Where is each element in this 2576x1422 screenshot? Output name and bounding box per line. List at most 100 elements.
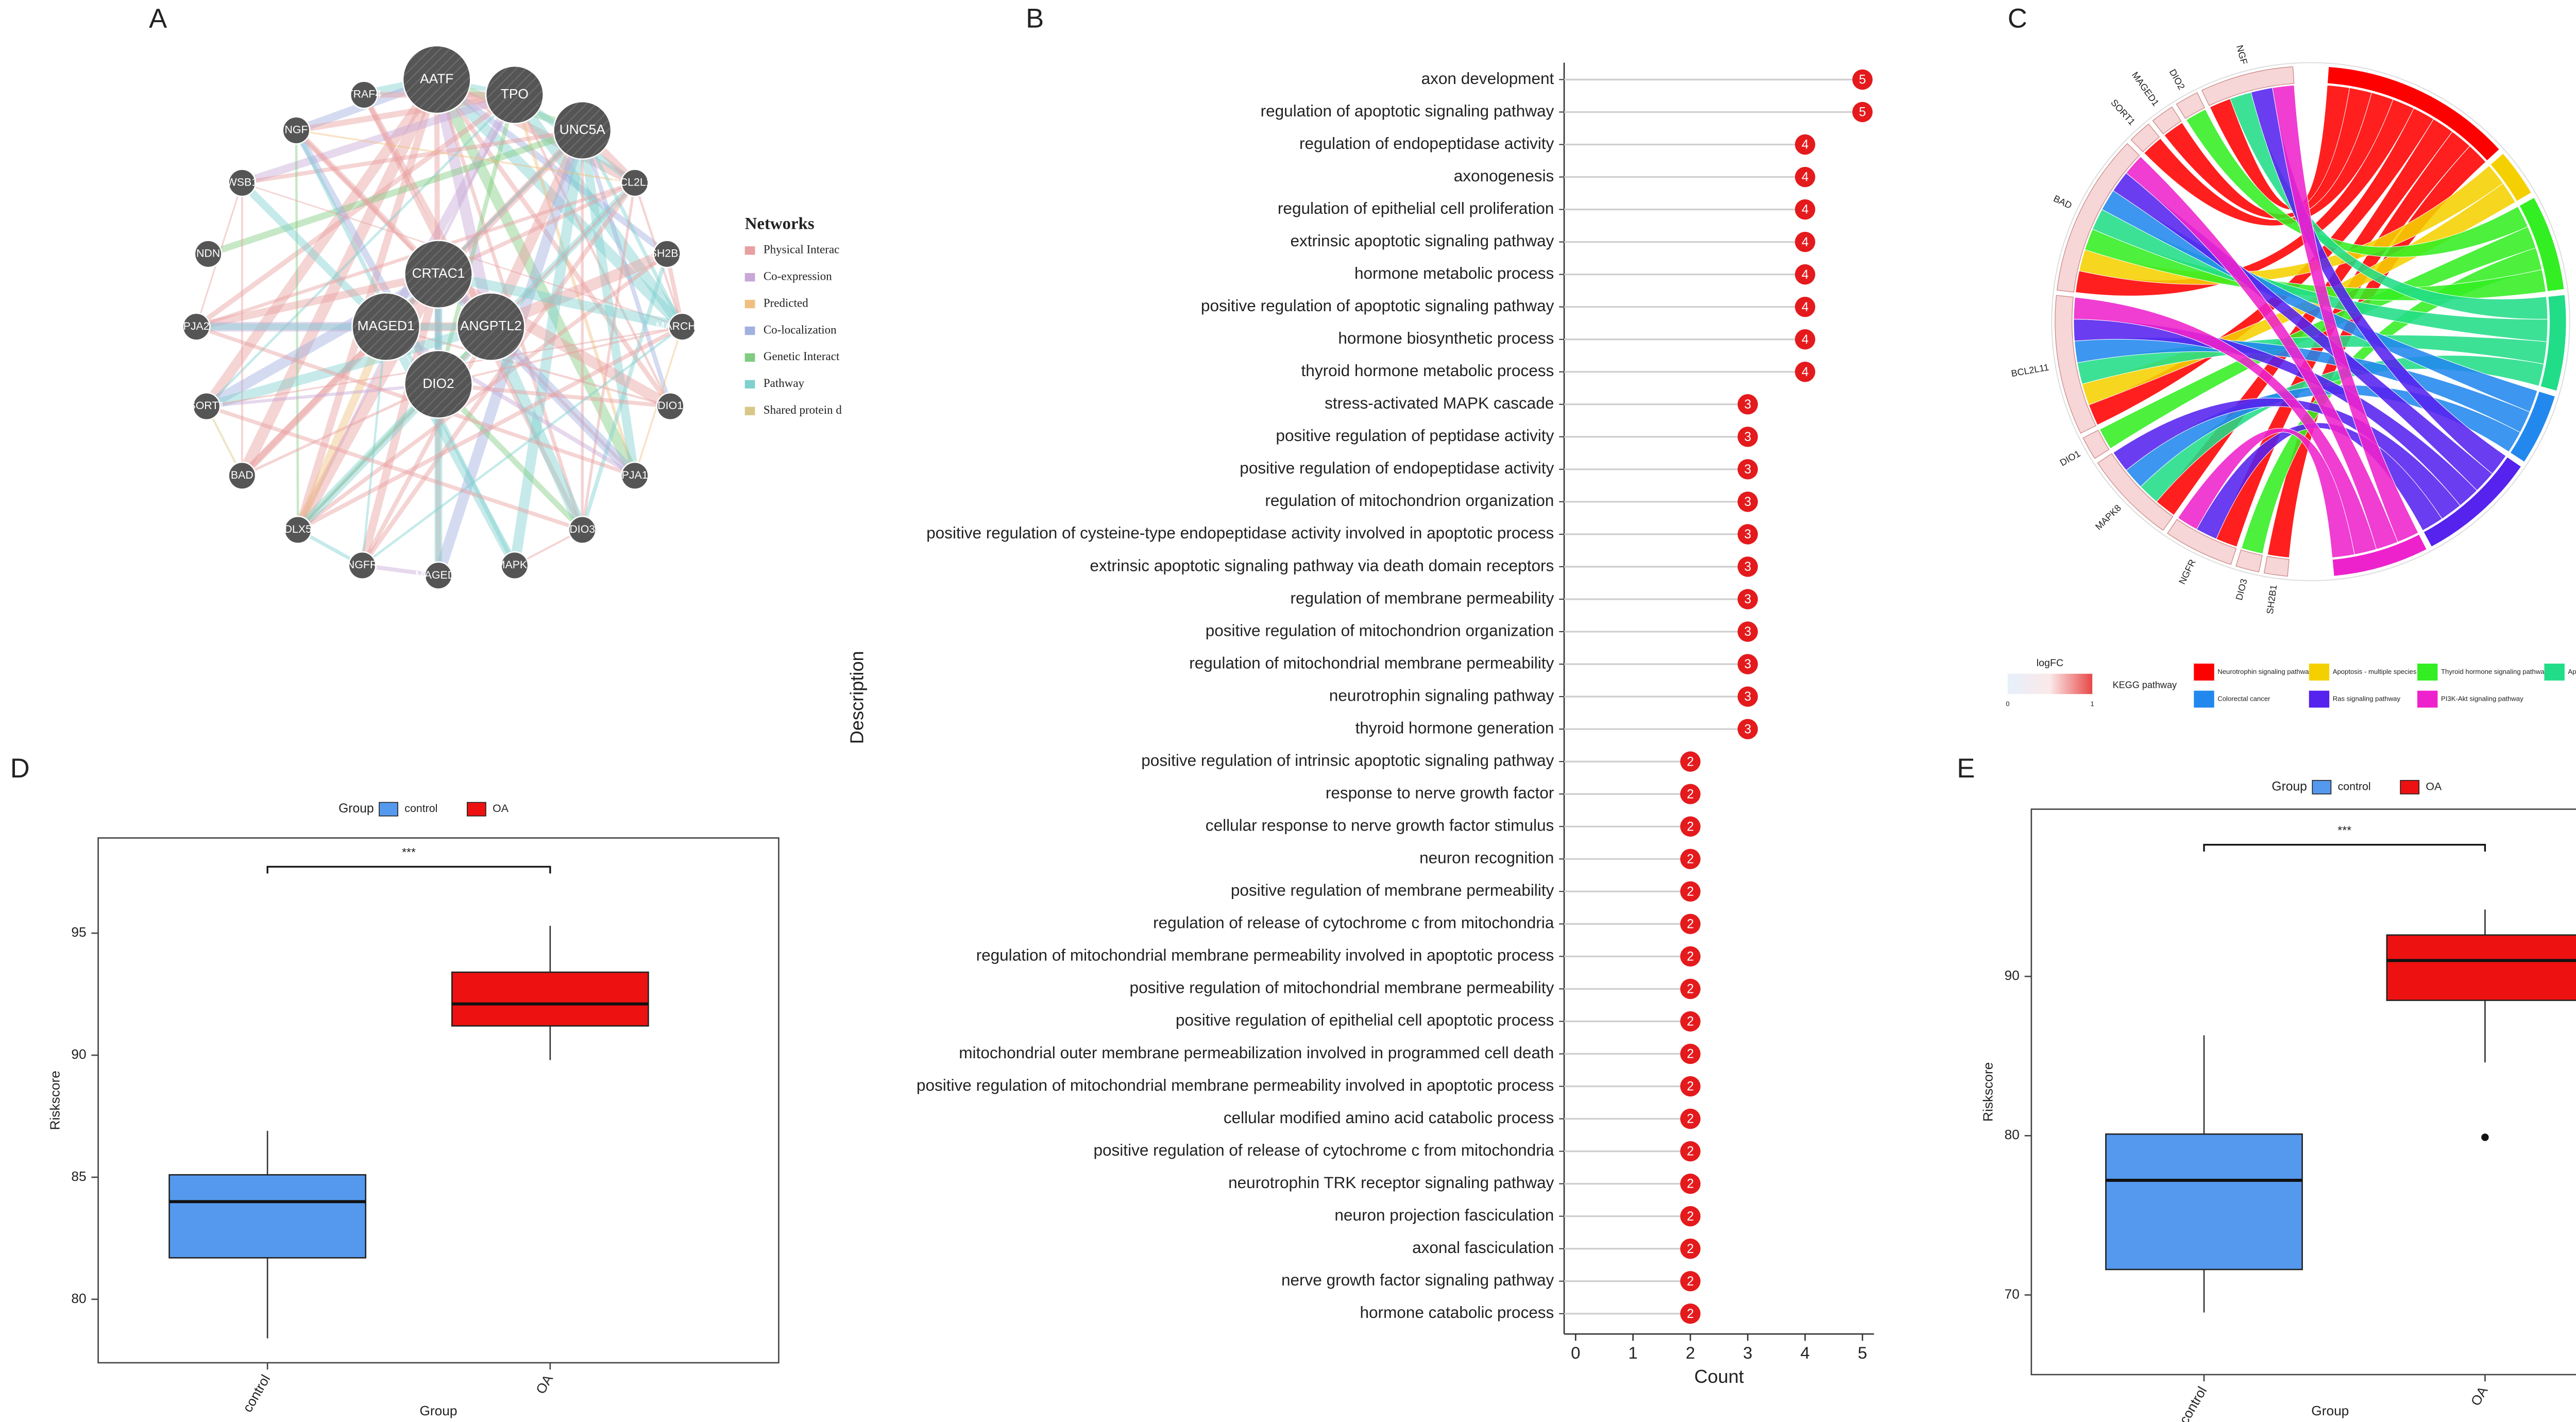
value-label: 3: [1744, 592, 1751, 606]
node-label: NGFR: [347, 558, 378, 571]
lollipop-dot: [1737, 589, 1758, 610]
plot-frame: [97, 837, 779, 1364]
node-label: MAGED1: [358, 318, 415, 333]
legend-label: OA: [493, 802, 509, 815]
fc-legend-label: 0: [2006, 700, 2009, 707]
y-tick-label: regulation of mitochondrial membrane per…: [1189, 653, 1554, 672]
x-tick-label: 4: [1801, 1343, 1810, 1362]
legend-label: Genetic Interact: [764, 350, 840, 363]
chord-ribbons: [2073, 84, 2548, 558]
network-edge: [206, 382, 439, 408]
network-edge: [580, 253, 669, 531]
y-tick-label: regulation of apoptotic signaling pathwa…: [1261, 101, 1554, 120]
network-node: [194, 240, 223, 268]
legend-label: Predicted: [764, 296, 808, 309]
node-label: DIO1: [657, 399, 683, 412]
node-label: NGF: [284, 124, 308, 136]
node-label: SH2B1: [650, 247, 685, 259]
fc-gradient: [2007, 673, 2093, 695]
legend-swatch: [744, 407, 755, 415]
legend-label: control: [404, 802, 437, 815]
significance-label: ***: [2337, 823, 2351, 837]
value-label: 2: [1687, 1275, 1694, 1289]
chord-ribbon: [2113, 398, 2461, 519]
value-label: 3: [1744, 657, 1751, 671]
network-edge: [438, 382, 671, 409]
legend-label: Thyroid hormone signaling pathway: [2441, 668, 2548, 675]
network-edge: [295, 130, 299, 530]
legend-label: Co-localization: [764, 323, 837, 336]
node-label: UNC5A: [560, 122, 606, 137]
panel-label: C: [2008, 3, 2027, 33]
y-tick-label: axonal fasciculation: [1412, 1238, 1554, 1257]
y-tick-label: regulation of mitochondrial membrane per…: [976, 946, 1554, 964]
y-tick-label: regulation of epithelial cell proliferat…: [1278, 199, 1554, 217]
gene-label: NGFR: [2177, 557, 2197, 586]
network-node: [500, 551, 529, 580]
gene-label: DIO2: [2167, 67, 2187, 92]
chord-ribbon: [2209, 84, 2350, 210]
node-label: TRAF4: [347, 88, 382, 100]
value-label: 2: [1687, 820, 1694, 834]
gene-sector: [2167, 519, 2237, 565]
node-label: CRTAC1: [412, 265, 465, 281]
lollipop-dot: [1680, 1206, 1701, 1227]
y-tick-label: hormone metabolic process: [1354, 264, 1554, 282]
chord-ribbon: [2164, 87, 2372, 219]
value-label: 2: [1687, 917, 1694, 931]
lollipop-dot: [1680, 1304, 1701, 1324]
x-axis-title: Group: [2311, 1403, 2349, 1418]
y-tick-label: 80: [2005, 1127, 2020, 1142]
x-tick-label: OA: [2468, 1383, 2491, 1408]
network-edge: [360, 326, 493, 567]
value-label: 4: [1802, 203, 1809, 217]
y-tick-label: regulation of endopeptidase activity: [1299, 134, 1554, 153]
gene-label: MAPK8: [2093, 503, 2123, 532]
y-tick-label: 85: [71, 1169, 86, 1184]
gene-label: NGF: [2234, 44, 2249, 65]
lollipop-dot: [1737, 654, 1758, 674]
y-tick-label: 95: [71, 924, 86, 940]
x-tick-label: 3: [1743, 1343, 1752, 1362]
gene-sector: [2235, 549, 2263, 572]
network-edge: [437, 269, 684, 332]
lollipop-dot: [1794, 166, 1816, 188]
gene-label: SH2B1: [2265, 584, 2279, 615]
network-edge: [513, 94, 637, 477]
value-label: 3: [1744, 722, 1751, 736]
x-axis-title: Group: [420, 1403, 457, 1418]
network-node: [620, 461, 649, 490]
panel-label: A: [149, 3, 167, 33]
network-edge: [358, 273, 443, 567]
network-edge: [237, 77, 442, 479]
x-tick-label: 5: [1858, 1343, 1867, 1362]
node-label: BAD: [231, 469, 253, 481]
pathway-sector: [2510, 391, 2556, 463]
network-edge: [241, 383, 439, 477]
network-edge: [296, 252, 668, 532]
lollipop-dot: [1737, 621, 1758, 642]
node-label: DIO3: [569, 523, 595, 535]
network-edge: [294, 325, 390, 532]
value-label: 3: [1744, 528, 1751, 541]
network-edge: [195, 270, 439, 331]
legend-label: Apoptosis: [2568, 668, 2576, 675]
x-axis-title: Count: [1694, 1366, 1743, 1387]
network-edge: [431, 78, 497, 328]
value-label: 2: [1687, 1112, 1694, 1126]
legend-swatch: [2194, 664, 2214, 681]
legend-swatch: [2194, 690, 2214, 708]
lollipop-dot: [1794, 134, 1816, 155]
y-tick-label: regulation of mitochondrion organization: [1265, 491, 1554, 510]
network-edge: [580, 129, 673, 407]
network-edge: [433, 75, 686, 331]
gene-sector: [2097, 453, 2174, 531]
y-tick-label: 70: [2005, 1286, 2020, 1301]
lollipop-dot: [1737, 427, 1758, 447]
panel-label: D: [10, 753, 30, 784]
value-label: 3: [1744, 495, 1751, 509]
lollipop-dot: [1794, 362, 1816, 382]
y-tick-label: response to nerve growth factor: [1326, 784, 1554, 802]
network-node: [620, 168, 649, 197]
